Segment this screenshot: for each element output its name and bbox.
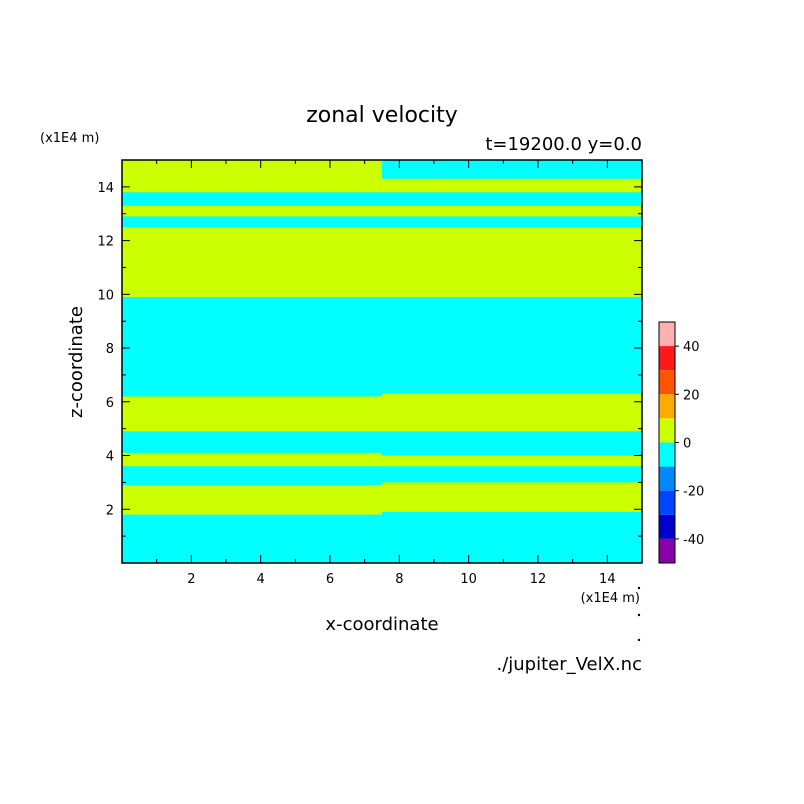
y-unit-label: (x1E4 m) (40, 131, 99, 146)
marker-dot (637, 586, 641, 590)
colorbar-tick-label: 20 (683, 388, 700, 403)
source-file-label: ./jupiter_VelX.nc (496, 654, 642, 675)
colorbar-frame (658, 321, 676, 564)
marker-dot (637, 638, 641, 642)
colorbar-tick-label: -20 (683, 485, 704, 500)
y-axis-label: z-coordinate (66, 306, 87, 418)
x-tick-label: 8 (395, 572, 403, 587)
plot-frame (121, 159, 643, 564)
y-tick-label: 4 (106, 450, 114, 465)
x-axis-label: x-coordinate (325, 614, 438, 635)
velocity-region (122, 514, 382, 563)
velocity-region (122, 216, 382, 228)
y-tick-label: 14 (97, 181, 114, 196)
x-tick-label: 4 (257, 572, 265, 587)
colorbar-swatch (659, 322, 675, 347)
y-tick-label: 10 (97, 288, 114, 303)
chart-subtitle: t=19200.0 y=0.0 (485, 134, 642, 155)
colorbar-swatch (659, 538, 675, 563)
velocity-field (122, 160, 642, 563)
x-tick-label: 6 (326, 572, 334, 587)
colorbar-tick-label: 40 (683, 340, 700, 355)
colorbar-swatch (659, 442, 675, 467)
x-unit-label: (x1E4 m) (581, 591, 640, 606)
colorbar-tick-label: 0 (683, 437, 691, 452)
colorbar-swatch (659, 466, 675, 491)
colorbar-swatch (659, 514, 675, 539)
x-tick-label: 12 (530, 572, 547, 587)
x-tick-label: 10 (460, 572, 477, 587)
velocity-region (382, 227, 642, 298)
colorbar-tick-label: -40 (683, 533, 704, 548)
velocity-region (122, 466, 382, 486)
y-tick-label: 8 (106, 342, 114, 357)
chart-title: zonal velocity (306, 103, 458, 128)
y-tick-label: 2 (106, 503, 114, 518)
y-tick-label: 6 (106, 396, 114, 411)
colorbar-swatch (659, 490, 675, 515)
velocity-region (382, 455, 642, 467)
x-axis-ticks: 2 4 6 8 10 12 14 (156, 160, 616, 587)
colorbar-swatch (659, 370, 675, 395)
x-tick-label: 14 (599, 572, 616, 587)
velocity-region (382, 482, 642, 512)
colorbar-swatch (659, 394, 675, 419)
velocity-region (122, 192, 382, 206)
colorbar-swatch (659, 418, 675, 443)
colorbar-swatch (659, 346, 675, 371)
velocity-region (382, 205, 642, 217)
colorbar-ticks: 40 20 0 -20 -40 (675, 340, 704, 548)
colorbar (659, 322, 675, 563)
velocity-region (122, 431, 382, 453)
y-axis-ticks: 2 4 6 8 10 12 14 (97, 181, 642, 537)
y-tick-label: 12 (97, 235, 114, 250)
marker-dot (637, 613, 641, 617)
x-tick-label: 2 (187, 572, 195, 587)
velocity-region (122, 297, 382, 397)
velocity-region (382, 178, 642, 193)
velocity-region (382, 393, 642, 432)
